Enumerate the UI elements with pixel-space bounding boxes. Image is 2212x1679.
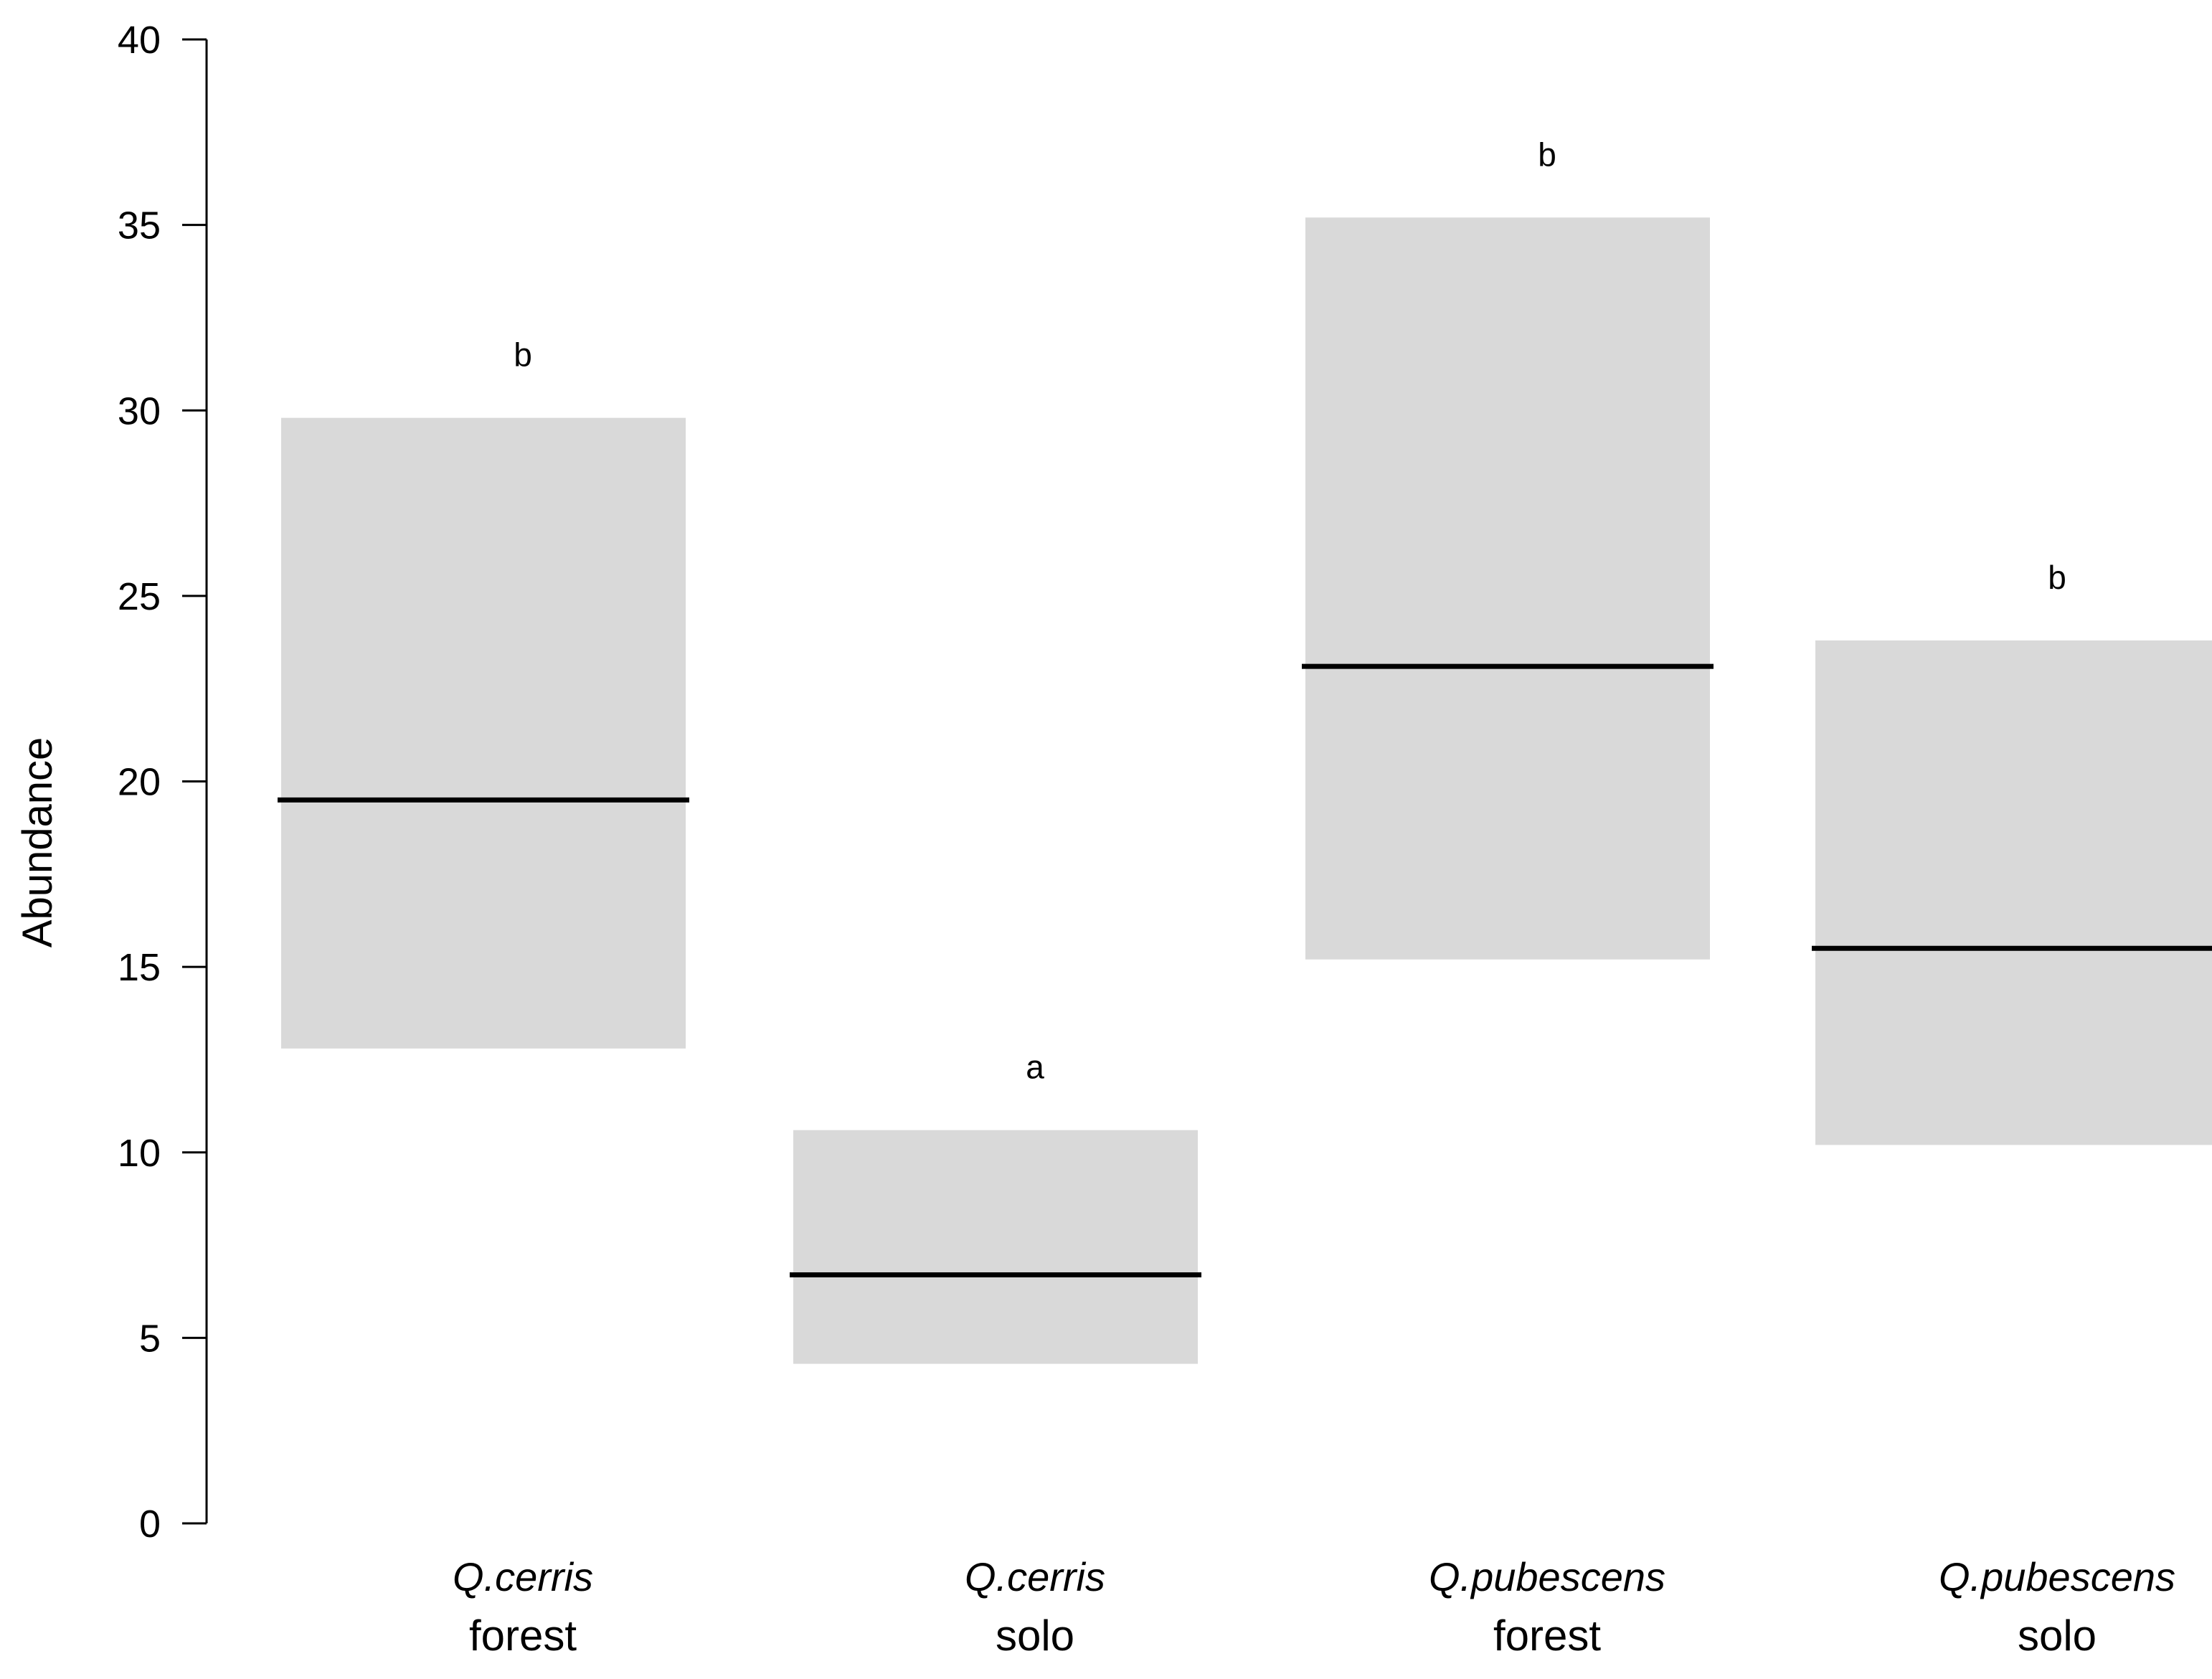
x-category-habitat: forest bbox=[469, 1612, 577, 1660]
x-category-species: Q.cerris bbox=[453, 1554, 593, 1599]
plot-area: b Q.cerris forest a Q.cerris solo b Q.pubescens… bbox=[278, 136, 2212, 1660]
y-tick-label: 15 bbox=[118, 946, 161, 989]
significance-letter: b bbox=[514, 336, 532, 374]
ci-box bbox=[1815, 640, 2212, 1145]
y-axis: 0 5 10 15 20 25 30 35 40 bbox=[118, 19, 208, 1546]
ci-box bbox=[281, 417, 686, 1049]
y-axis-title: Abundance bbox=[14, 737, 61, 947]
significance-letter: b bbox=[2048, 559, 2066, 596]
significance-letter: b bbox=[1538, 136, 1556, 173]
x-category-species: Q.cerris bbox=[965, 1554, 1105, 1599]
y-tick-label: 30 bbox=[118, 389, 161, 432]
ci-box bbox=[1305, 217, 1710, 960]
x-category-habitat: forest bbox=[1493, 1612, 1601, 1660]
y-tick-label: 35 bbox=[118, 204, 161, 247]
x-category-habitat: solo bbox=[2018, 1612, 2097, 1660]
y-tick-label: 0 bbox=[139, 1503, 161, 1546]
x-category-species: Q.pubescens bbox=[1939, 1554, 2175, 1599]
x-category-habitat: solo bbox=[996, 1612, 1074, 1660]
significance-letter: a bbox=[1026, 1049, 1044, 1086]
y-tick-label: 10 bbox=[118, 1132, 161, 1175]
y-tick-label: 25 bbox=[118, 575, 161, 618]
y-tick-label: 40 bbox=[118, 19, 161, 62]
ci-box bbox=[793, 1130, 1198, 1364]
x-category-species: Q.pubescens bbox=[1429, 1554, 1665, 1599]
y-tick-label: 5 bbox=[139, 1317, 161, 1360]
y-tick-label: 20 bbox=[118, 761, 161, 804]
